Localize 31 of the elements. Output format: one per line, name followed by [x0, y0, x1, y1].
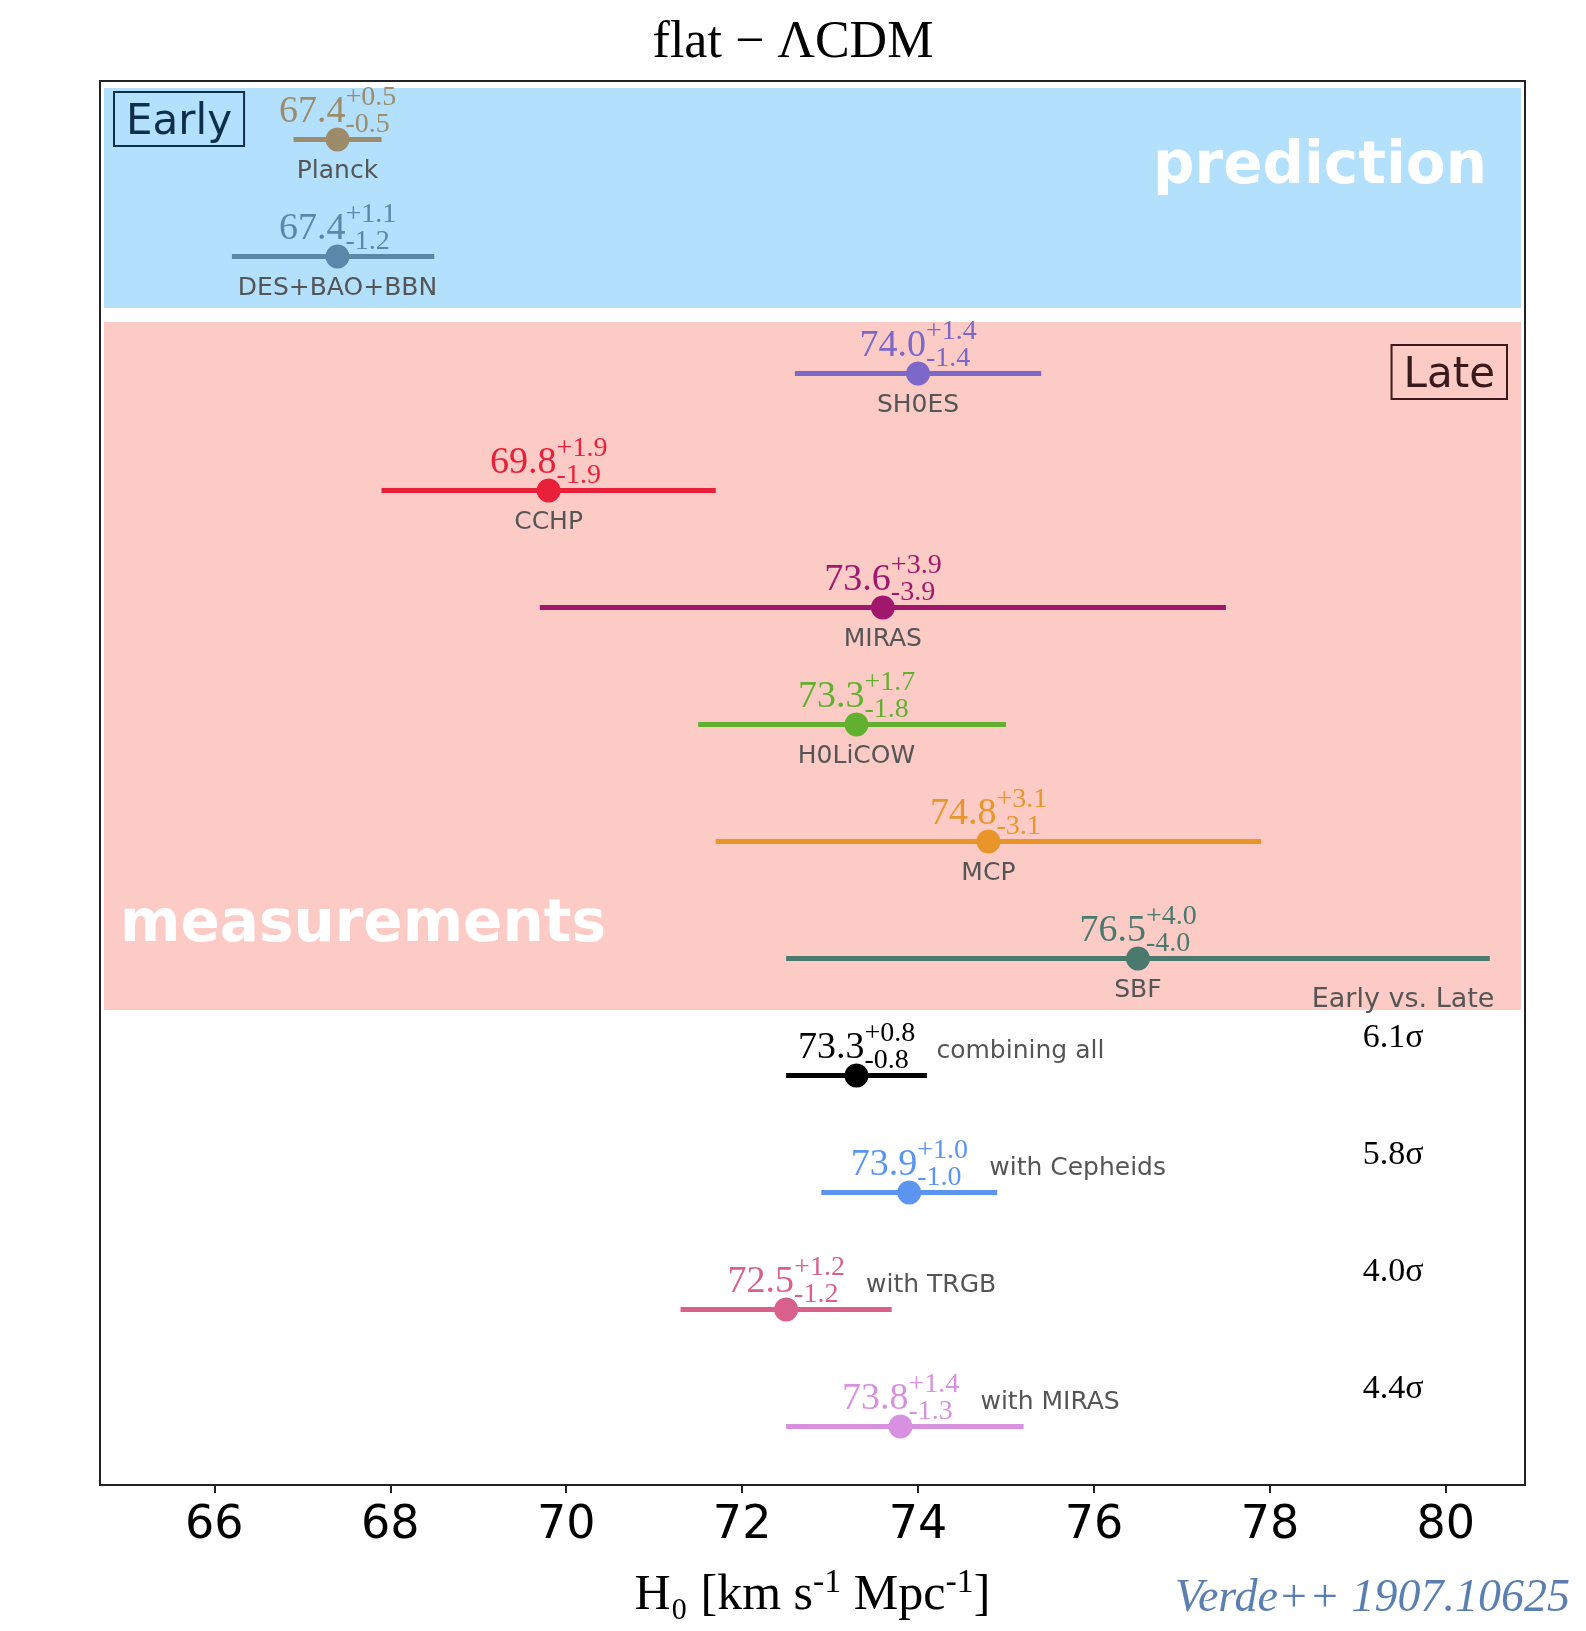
y-tick-label: with Cepheids [989, 1152, 1167, 1181]
x-tick-label: 76 [1064, 1495, 1124, 1549]
y-tick-label: Planck [296, 155, 379, 184]
y-tick-label: SBF [1114, 974, 1162, 1003]
y-tick-label: SH0ES [876, 389, 960, 418]
annotation: 4.4σ [1362, 1368, 1424, 1405]
y-tick-label: MCP [961, 857, 1016, 886]
x-tick-label: 66 [185, 1495, 244, 1549]
annotation: 6.1σ [1362, 1017, 1424, 1054]
text: Verde++ 1907.10625 [1174, 1569, 1571, 1621]
x-tick-label: 78 [1240, 1495, 1300, 1549]
x-tick-label: 80 [1416, 1495, 1476, 1549]
x-tick-label: 70 [536, 1495, 596, 1549]
annotation: 5.8σ [1362, 1134, 1424, 1171]
x-tick-label: 68 [361, 1495, 420, 1549]
band-label: measurements [120, 886, 606, 955]
annotation: Early [126, 94, 233, 144]
y-tick-label: H0LiCOW [797, 740, 916, 769]
y-tick-label: combining all [936, 1035, 1105, 1064]
y-tick-label: CCHP [514, 506, 584, 535]
x-tick-label: 74 [888, 1495, 948, 1549]
x-tick-label: 72 [712, 1495, 772, 1549]
band-label: prediction [1153, 129, 1487, 198]
annotation: 4.0σ [1362, 1251, 1424, 1288]
chart-title: flat − ΛCDM [652, 10, 934, 68]
y-tick-label: MIRAS [843, 623, 923, 652]
y-tick-label: DES+BAO+BBN [237, 272, 438, 301]
annotation: Early vs. Late [1311, 982, 1495, 1013]
y-tick-label: with MIRAS [980, 1386, 1120, 1415]
annotation: Late [1403, 347, 1496, 397]
y-tick-label: with TRGB [866, 1269, 997, 1298]
